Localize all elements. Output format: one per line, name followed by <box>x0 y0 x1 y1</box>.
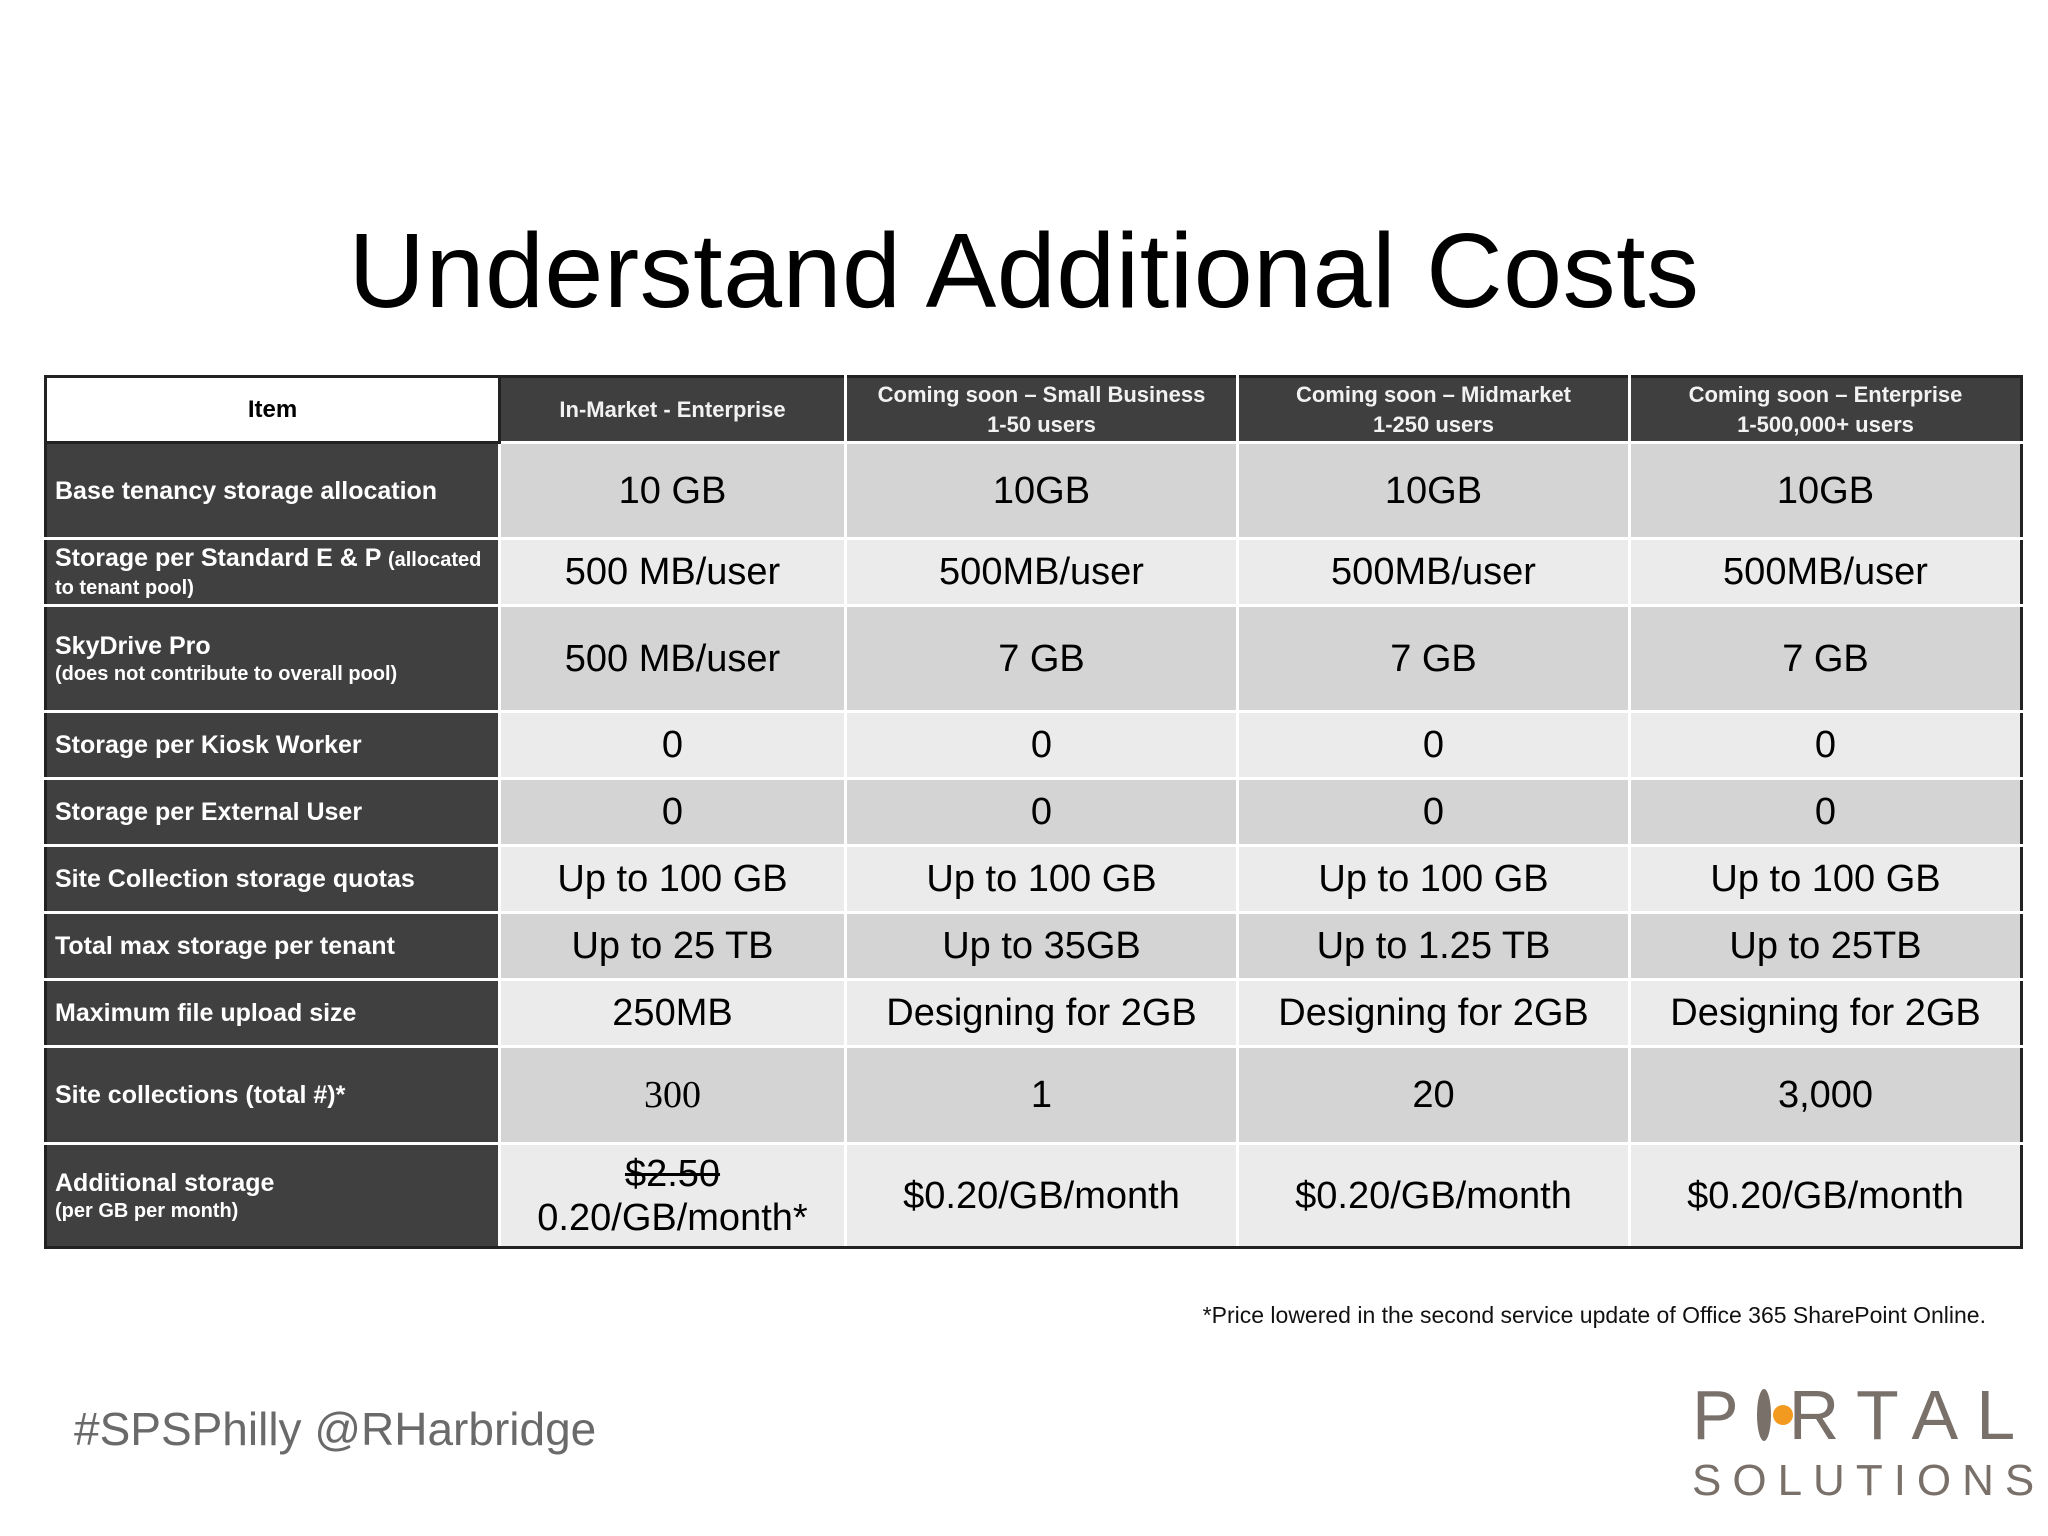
row-label: SkyDrive Pro (does not contribute to ove… <box>44 604 501 713</box>
row-label-sub: (per GB per month) <box>55 1199 239 1222</box>
logo-letters-rtal: RTAL <box>1788 1376 2034 1454</box>
table-cell: 0 <box>844 710 1239 780</box>
table-cell: Designing for 2GB <box>1628 978 2023 1048</box>
row-label: Storage per Kiosk Worker <box>44 710 501 780</box>
table-cell: 0 <box>1628 710 2023 780</box>
twitter-hashtag: #SPSPhilly @RHarbridge <box>74 1403 597 1455</box>
table-cell: 0 <box>1236 777 1631 847</box>
table-cell: Up to 25 TB <box>498 911 847 981</box>
portal-solutions-logo: P RTAL SOLUTIONS <box>1692 1376 2046 1510</box>
row-label: Site Collection storage quotas <box>44 844 501 914</box>
table-cell: 1 <box>844 1045 1239 1145</box>
row-label: Additional storage (per GB per month) <box>44 1142 501 1249</box>
table-cell: 3,000 <box>1628 1045 2023 1145</box>
row-label-main: Storage per Standard E & P <box>55 544 382 572</box>
table-header-row: Item In-Market - Enterprise Coming soon … <box>44 375 2023 444</box>
table-cell: 10GB <box>844 441 1239 540</box>
table-cell: 500MB/user <box>1628 537 2023 607</box>
row-label-main: SkyDrive Pro <box>55 631 211 660</box>
row-label-main: Additional storage <box>55 1168 275 1197</box>
logo-wordmark-bottom: SOLUTIONS <box>1692 1456 2046 1505</box>
table-cell: 0 <box>1628 777 2023 847</box>
table-cell: 0 <box>844 777 1239 847</box>
column-header-enterprise: Coming soon – Enterprise 1-500,000+ user… <box>1628 375 2023 444</box>
column-header-line1: Coming soon – Enterprise <box>1688 381 1963 407</box>
table-cell: 10GB <box>1628 441 2023 540</box>
table-row: SkyDrive Pro (does not contribute to ove… <box>44 604 2023 713</box>
column-header-small-business: Coming soon – Small Business 1-50 users <box>844 375 1239 444</box>
table-cell: 0 <box>498 710 847 780</box>
table-cell: Up to 35GB <box>844 911 1239 981</box>
column-header-line2: 1-250 users <box>1372 411 1495 437</box>
table-cell: Designing for 2GB <box>844 978 1239 1048</box>
table-cell: Up to 100 GB <box>498 844 847 914</box>
row-label: Site collections (total #)* <box>44 1045 501 1145</box>
table-cell: Up to 25TB <box>1628 911 2023 981</box>
row-label: Storage per External User <box>44 777 501 847</box>
table-cell: 0 <box>1236 710 1631 780</box>
table-cell: 0 <box>498 777 847 847</box>
table-cell: Up to 1.25 TB <box>1236 911 1631 981</box>
table-cell: Designing for 2GB <box>1236 978 1631 1048</box>
row-label-sub: to tenant pool) <box>55 577 194 599</box>
column-header-line1: Coming soon – Small Business <box>877 381 1206 407</box>
column-header-line2: 1-500,000+ users <box>1737 411 1914 437</box>
table-cell: 300 <box>498 1045 847 1145</box>
row-label: Base tenancy storage allocation <box>44 441 501 540</box>
table-cell: Up to 100 GB <box>1236 844 1631 914</box>
footnote: *Price lowered in the second service upd… <box>1202 1302 1986 1328</box>
logo-wordmark-top: P RTAL <box>1692 1376 2015 1454</box>
table-row: Total max storage per tenant Up to 25 TB… <box>44 911 2023 981</box>
table-cell: $0.20/GB/month <box>1628 1142 2023 1249</box>
row-label: Maximum file upload size <box>44 978 501 1048</box>
table-cell: 10GB <box>1236 441 1631 540</box>
column-header-line1: Coming soon – Midmarket <box>1295 381 1572 407</box>
row-label: Total max storage per tenant <box>44 911 501 981</box>
table-row: Additional storage (per GB per month) $2… <box>44 1142 2023 1249</box>
table-cell: 7 GB <box>1628 604 2023 713</box>
table-cell: 500 MB/user <box>498 604 847 713</box>
table-cell: 10 GB <box>498 441 847 540</box>
row-label-sub: (does not contribute to overall pool) <box>55 662 398 685</box>
table-row: Base tenancy storage allocation 10 GB 10… <box>44 441 2023 540</box>
column-header-in-market-enterprise: In-Market - Enterprise <box>498 375 847 444</box>
table-cell: 500MB/user <box>844 537 1239 607</box>
column-header-midmarket: Coming soon – Midmarket 1-250 users <box>1236 375 1631 444</box>
new-price: 0.20/GB/month* <box>537 1196 808 1239</box>
table-cell: 500MB/user <box>1236 537 1631 607</box>
table-cell: 250MB <box>498 978 847 1048</box>
table-cell: $0.20/GB/month <box>844 1142 1239 1249</box>
table-row: Maximum file upload size 250MB Designing… <box>44 978 2023 1048</box>
item-column-header: Item <box>44 375 501 444</box>
column-header-line2: 1-50 users <box>987 411 1096 437</box>
logo-letter-p: P <box>1692 1376 1757 1454</box>
struck-price: $2.50 <box>624 1152 721 1195</box>
table-row: Storage per Standard E & P (allocated to… <box>44 537 2023 607</box>
table-cell: $2.50 0.20/GB/month* <box>498 1142 847 1249</box>
row-label: Storage per Standard E & P (allocated to… <box>44 537 501 607</box>
cost-comparison-table: Item In-Market - Enterprise Coming soon … <box>44 375 2023 1249</box>
table-row: Site Collection storage quotas Up to 100… <box>44 844 2023 914</box>
table-cell: Up to 100 GB <box>844 844 1239 914</box>
column-header-line1: In-Market - Enterprise <box>559 396 786 422</box>
table-cell: 7 GB <box>844 604 1239 713</box>
table-cell: 500 MB/user <box>498 537 847 607</box>
row-label-note: (allocated <box>387 549 482 571</box>
table-row: Storage per External User 0 0 0 0 <box>44 777 2023 847</box>
table-cell: Up to 100 GB <box>1628 844 2023 914</box>
logo-o-icon <box>1756 1389 1793 1441</box>
table-cell: $0.20/GB/month <box>1236 1142 1631 1249</box>
slide-title: Understand Additional Costs <box>348 212 1700 330</box>
table-cell: 20 <box>1236 1045 1631 1145</box>
table-cell: 7 GB <box>1236 604 1631 713</box>
table-row: Site collections (total #)* 300 1 20 3,0… <box>44 1045 2023 1145</box>
table-row: Storage per Kiosk Worker 0 0 0 0 <box>44 710 2023 780</box>
